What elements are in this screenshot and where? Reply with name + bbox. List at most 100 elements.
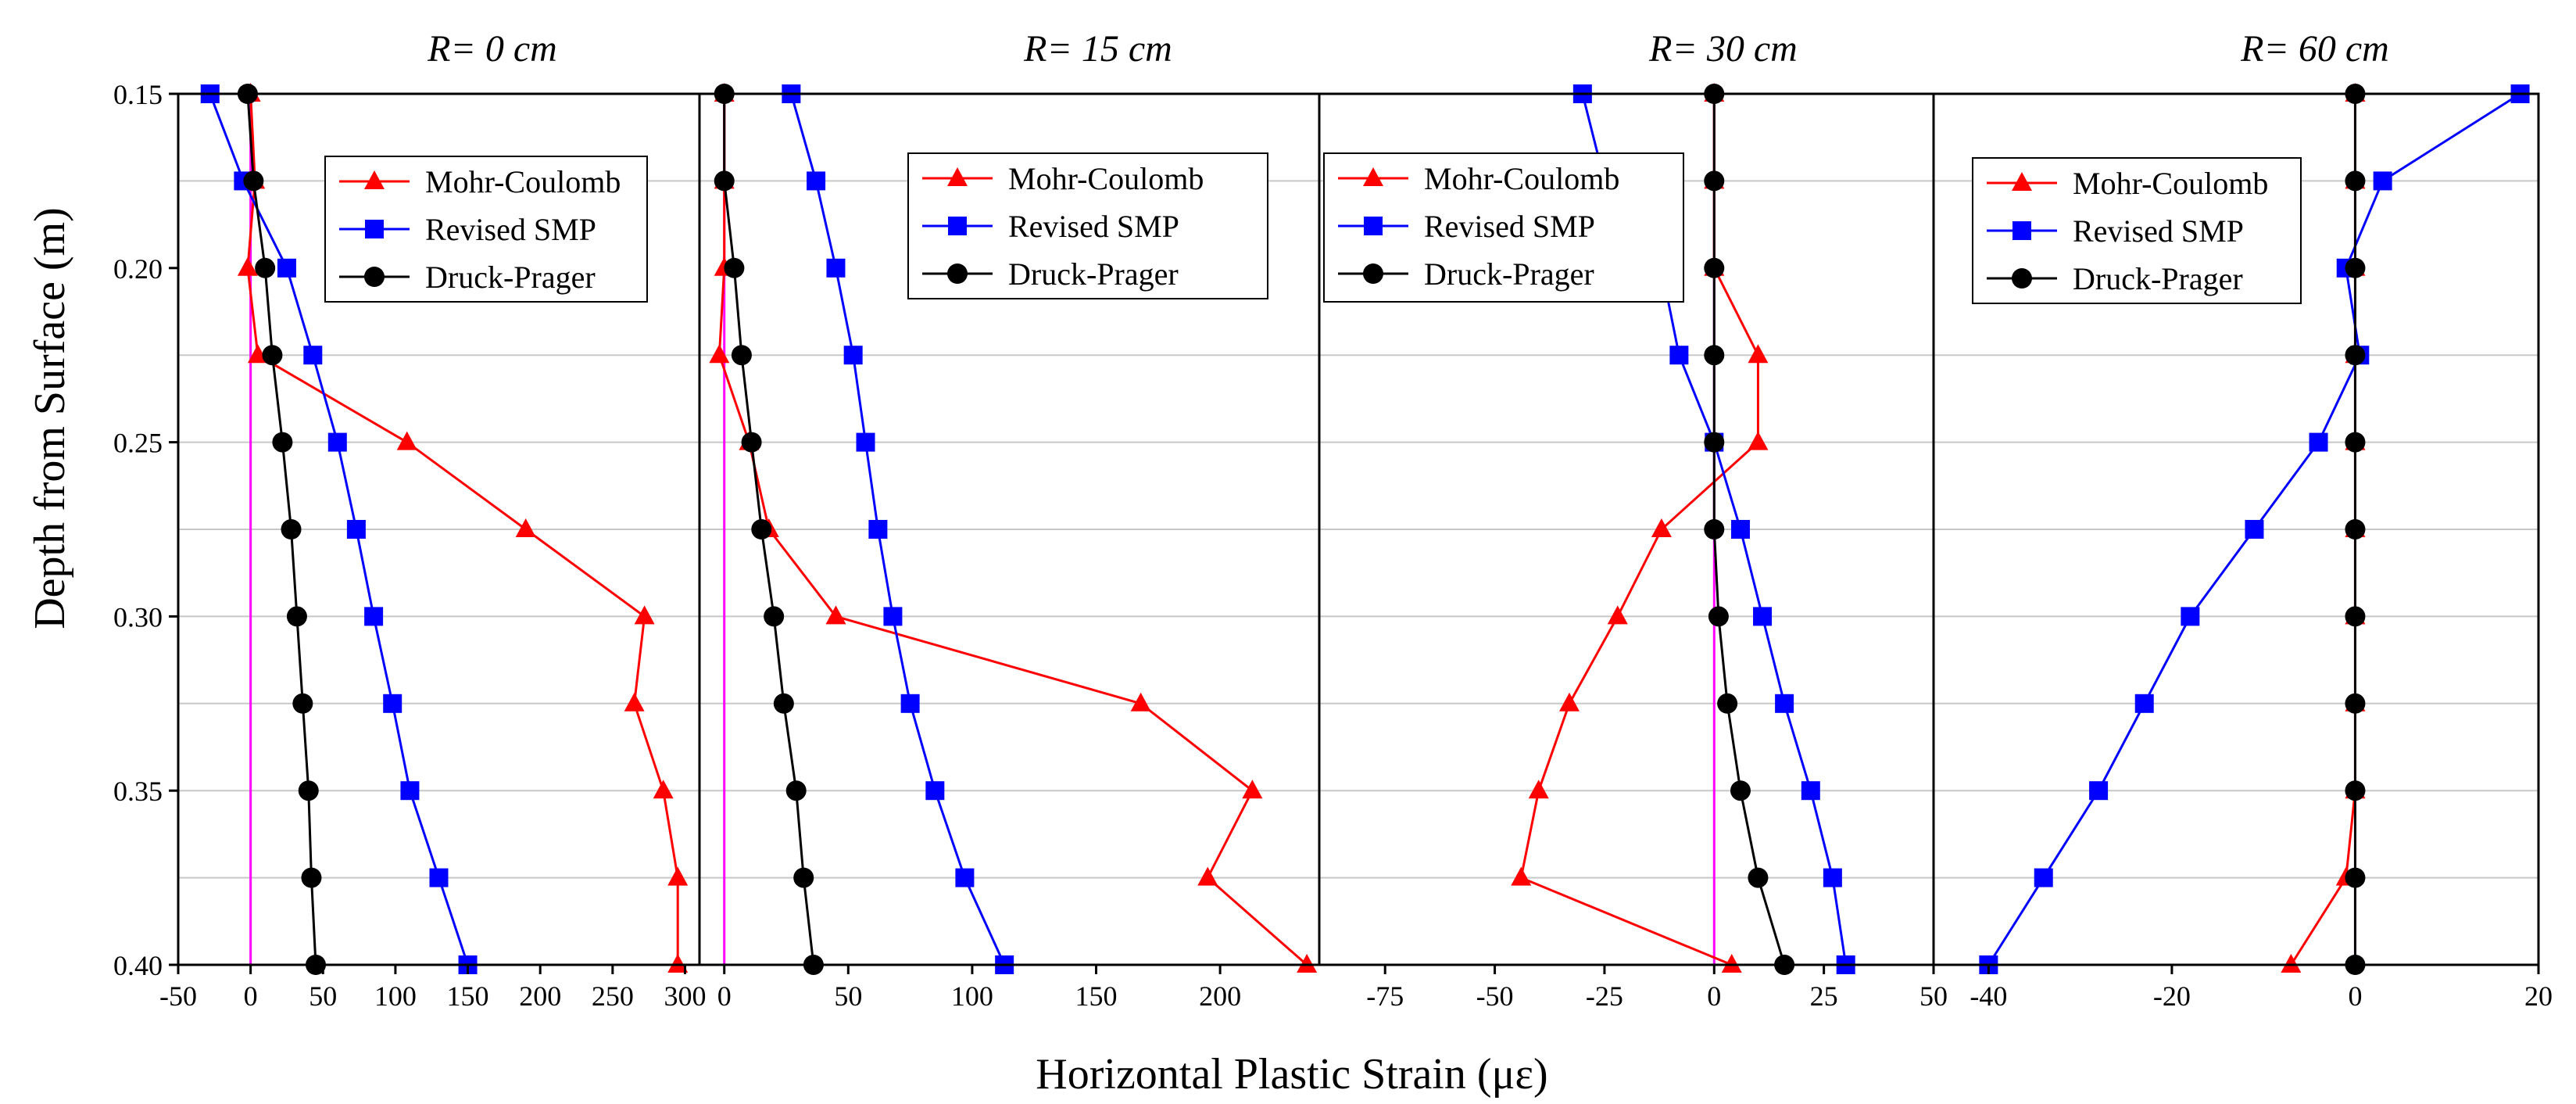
y-tick-label: 0.20 [113, 253, 163, 285]
data-point-circle [724, 257, 745, 278]
data-point-circle [286, 606, 307, 627]
data-point-square [955, 868, 975, 887]
panel-r1: 0 50 100 150 200 R= 15 cm Mohr-Coulomb Revised … [698, 28, 1321, 1012]
y-axis-label: Depth from Surface (m) [26, 207, 74, 629]
data-point-square [383, 694, 402, 713]
data-point-triangle [1607, 605, 1628, 625]
data-point-square [807, 171, 826, 191]
x-tick-label: 20 [2524, 980, 2553, 1012]
x-tick-label: 100 [951, 980, 993, 1012]
data-point-square [303, 346, 323, 365]
data-point-triangle [515, 518, 536, 537]
x-tick-label: 200 [1199, 980, 1241, 1012]
legend-label: Druck-Prager [2073, 261, 2243, 296]
data-point-circle [785, 780, 807, 801]
legend-label: Mohr-Coulomb [425, 164, 621, 199]
data-point-circle [243, 170, 264, 192]
data-point-square [925, 781, 945, 801]
data-point-square [1823, 868, 1842, 887]
data-point-square [1775, 694, 1794, 713]
data-point-circle [1704, 519, 1725, 539]
data-point-square [1801, 781, 1820, 801]
legend-label: Mohr-Coulomb [2073, 166, 2268, 201]
x-tick-label: 0 [2348, 980, 2362, 1012]
data-point-square [400, 781, 420, 801]
data-point-square [2309, 432, 2328, 452]
y-tick-label: 0.40 [113, 950, 163, 981]
y-tick-label: 0.35 [113, 776, 163, 807]
x-tick-label: 0 [1707, 980, 1721, 1012]
data-point-triangle [2281, 954, 2302, 973]
data-point-circle [751, 519, 772, 539]
data-point-circle [255, 257, 276, 278]
x-tick-label: 0 [244, 980, 258, 1012]
data-point-triangle [396, 431, 417, 450]
data-point-triangle [825, 605, 846, 625]
data-point-circle [281, 519, 302, 539]
data-point-square [1669, 346, 1689, 365]
legend-label: Revised SMP [1424, 209, 1595, 244]
data-point-square [327, 432, 347, 452]
x-tick-label: -50 [1476, 980, 1514, 1012]
panel-r0: -50 0 50 100 150 200 250 300 0.15 0.20 0.25 0.30 0.3… [113, 28, 706, 1012]
data-point-triangle [634, 605, 655, 625]
data-point-circle [262, 345, 283, 366]
data-point-circle [301, 867, 322, 888]
x-tick-label: 150 [1075, 980, 1118, 1012]
legend-marker-square [365, 220, 384, 238]
data-point-circle [741, 432, 762, 453]
data-point-triangle [709, 344, 730, 364]
data-point-circle [714, 170, 735, 192]
data-point-triangle [1721, 954, 1742, 973]
x-tick-label: -75 [1366, 980, 1404, 1012]
data-point-circle [2345, 519, 2366, 539]
x-tick-label: -50 [159, 980, 197, 1012]
x-tick-label: 300 [664, 980, 706, 1012]
data-point-triangle [1528, 780, 1549, 799]
panel-title: R= 0 cm [427, 28, 557, 70]
data-point-triangle [624, 692, 645, 712]
panel-r2: -75 -50 -25 0 25 50 R= 30 cm Mohr-Coulomb Revise… [1318, 28, 1948, 1012]
legend-marker-triangle [947, 167, 968, 186]
data-point-triangle [1511, 866, 1532, 886]
data-point-circle [1717, 693, 1738, 714]
legend-marker-square [1364, 217, 1383, 235]
data-point-square [429, 868, 449, 887]
x-tick-label: 250 [592, 980, 634, 1012]
data-point-square [277, 258, 296, 278]
data-point-square [883, 607, 903, 626]
legend-label: Revised SMP [425, 212, 596, 247]
x-tick-label: 25 [1810, 980, 1838, 1012]
x-tick-label: 50 [1919, 980, 1948, 1012]
panel-title: R= 60 cm [2240, 28, 2389, 70]
legend-marker-square [948, 217, 967, 235]
data-point-circle [2345, 780, 2366, 801]
data-point-square [1730, 520, 1750, 539]
data-point-triangle [1197, 866, 1218, 886]
data-point-circle [773, 693, 794, 714]
data-point-square [2089, 781, 2109, 801]
data-point-circle [298, 780, 319, 801]
data-point-triangle [1651, 518, 1672, 537]
legend-label: Druck-Prager [425, 260, 596, 295]
data-point-circle [1708, 606, 1729, 627]
data-point-triangle [667, 866, 689, 886]
data-point-circle [2345, 257, 2366, 278]
data-point-square [2373, 171, 2392, 191]
data-point-circle [2345, 345, 2366, 366]
data-point-triangle [1242, 780, 1263, 799]
data-point-square [2134, 694, 2154, 713]
y-tick-label: 0.15 [113, 79, 163, 110]
data-point-triangle [237, 256, 258, 276]
data-point-circle [731, 345, 752, 366]
data-point-circle [2345, 867, 2366, 888]
data-point-circle [2345, 693, 2366, 714]
x-tick-label: 50 [834, 980, 862, 1012]
data-point-square [843, 346, 863, 365]
legend-marker-circle [1363, 263, 1383, 284]
data-point-circle [292, 693, 313, 714]
data-point-square [856, 432, 875, 452]
legend-marker-circle [2012, 268, 2032, 289]
data-point-triangle [1748, 344, 1769, 364]
